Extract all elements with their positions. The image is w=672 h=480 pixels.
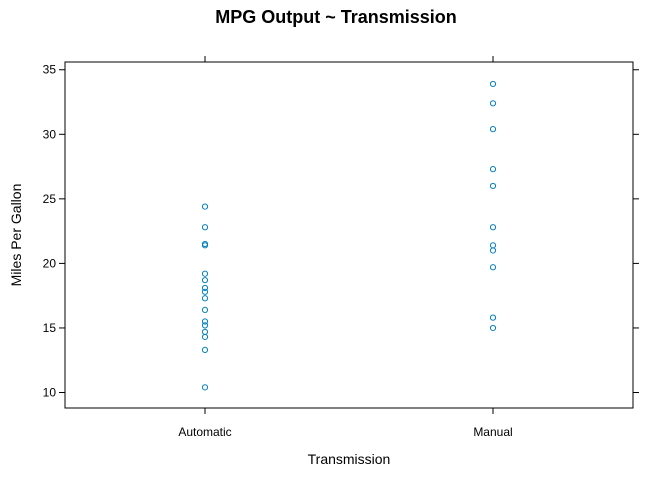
data-point [489, 324, 497, 332]
data-point [201, 384, 209, 391]
data-point [489, 166, 497, 173]
x-tick-label: Manual [473, 425, 512, 439]
x-tick-label: Automatic [178, 425, 231, 439]
data-point [201, 224, 209, 231]
data-point [489, 247, 497, 254]
data-point [201, 333, 209, 341]
x-axis: Automatic Manual [178, 56, 513, 439]
data-point [489, 314, 497, 321]
data-point [201, 288, 209, 295]
data-point [201, 277, 209, 284]
data-point [201, 346, 209, 354]
y-tick-label: 15 [43, 321, 57, 335]
data-points [201, 80, 497, 391]
data-point [201, 322, 209, 329]
y-tick-label: 10 [43, 386, 57, 400]
data-point [489, 126, 497, 133]
data-point [201, 328, 209, 335]
data-point [489, 224, 497, 231]
y-tick-label: 25 [43, 192, 57, 206]
y-axis-title: Miles Per Gallon [8, 184, 24, 287]
data-point [201, 306, 209, 313]
plot-area-frame [64, 61, 634, 409]
data-point [201, 284, 209, 292]
data-point [201, 295, 209, 302]
chart-title: MPG Output ~ Transmission [215, 7, 457, 27]
y-tick-label: 35 [43, 63, 57, 77]
x-axis-title: Transmission [308, 451, 391, 467]
data-point [489, 182, 497, 190]
data-point [489, 242, 497, 249]
data-point [201, 318, 209, 325]
y-tick-label: 20 [43, 256, 57, 270]
y-axis: 10 15 20 25 30 35 [43, 63, 639, 400]
data-point [489, 264, 497, 271]
data-point [201, 270, 209, 277]
data-point [201, 203, 209, 210]
y-tick-label: 30 [43, 127, 57, 141]
data-point [201, 242, 209, 249]
data-point [489, 100, 497, 107]
data-point [489, 80, 497, 88]
